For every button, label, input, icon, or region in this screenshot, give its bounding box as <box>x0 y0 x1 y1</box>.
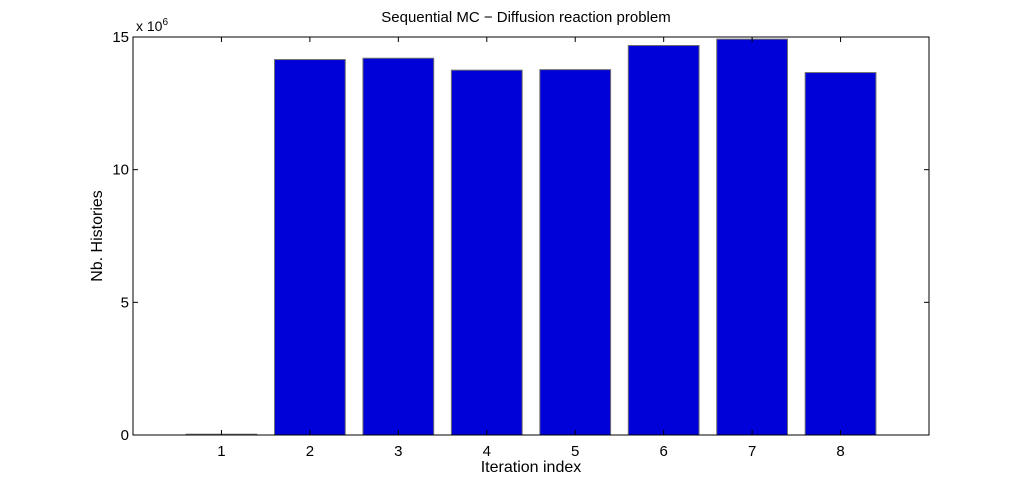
y-tick-label: 0 <box>121 427 129 444</box>
y-tick-label: 10 <box>112 162 129 179</box>
bar-4 <box>450 69 523 436</box>
bar-2 <box>274 59 346 436</box>
y-multiplier: x 106 <box>136 17 168 34</box>
bar-6 <box>627 44 700 436</box>
x-tick-label: 8 <box>836 443 844 460</box>
ticks-group: 1 2 3 4 5 6 7 8 0 5 10 15 <box>112 29 929 460</box>
x-tick-label: 5 <box>571 443 579 460</box>
y-tick-label: 5 <box>121 294 129 311</box>
axes-box <box>132 36 930 436</box>
bar-5 <box>539 69 612 436</box>
y-tick-label: 15 <box>112 29 129 46</box>
y-axis-label: Nb. Histories <box>89 190 106 282</box>
bar-8 <box>804 72 877 436</box>
x-tick-label: 7 <box>748 443 756 460</box>
x-tick-label: 1 <box>217 443 225 460</box>
x-axis-label: Iteration index <box>481 459 582 476</box>
x-tick-label: 6 <box>659 443 667 460</box>
bar-3 <box>362 57 435 436</box>
x-tick-label: 4 <box>483 443 491 460</box>
bar-7 <box>716 38 788 436</box>
x-tick-label: 2 <box>306 443 314 460</box>
x-tick-label: 3 <box>394 443 402 460</box>
bars-group <box>185 38 877 436</box>
chart-title: Sequential MC − Diffusion reaction probl… <box>381 9 670 26</box>
